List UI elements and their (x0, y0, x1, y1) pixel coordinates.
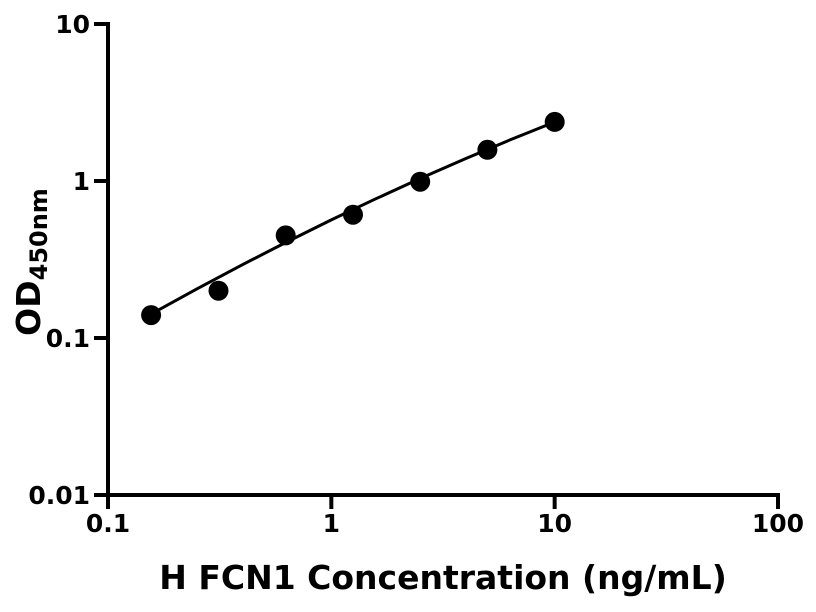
x-tick-label: 100 (752, 509, 804, 538)
data-point (141, 305, 162, 326)
y-tick-label: 0.01 (28, 481, 90, 510)
y-axis-title-subscript: 450nm (25, 188, 53, 280)
y-tick-label: 0.1 (46, 324, 90, 353)
x-tick-label: 0.1 (86, 509, 130, 538)
data-series-layer (141, 111, 565, 326)
data-point (544, 111, 565, 132)
y-tick-label: 1 (73, 167, 90, 196)
data-point (275, 225, 296, 246)
y-tick-label: 10 (55, 10, 90, 39)
y-axis-title: OD450nm (9, 188, 53, 336)
x-axis-title: H FCN1 Concentration (ng/mL) (159, 558, 727, 597)
data-point (208, 280, 229, 301)
data-point (410, 171, 431, 192)
data-point (477, 139, 498, 160)
data-point (343, 204, 363, 225)
x-tick-label: 10 (537, 509, 572, 538)
x-tick-label: 1 (323, 509, 340, 538)
y-axis-title-main: OD (9, 280, 48, 335)
